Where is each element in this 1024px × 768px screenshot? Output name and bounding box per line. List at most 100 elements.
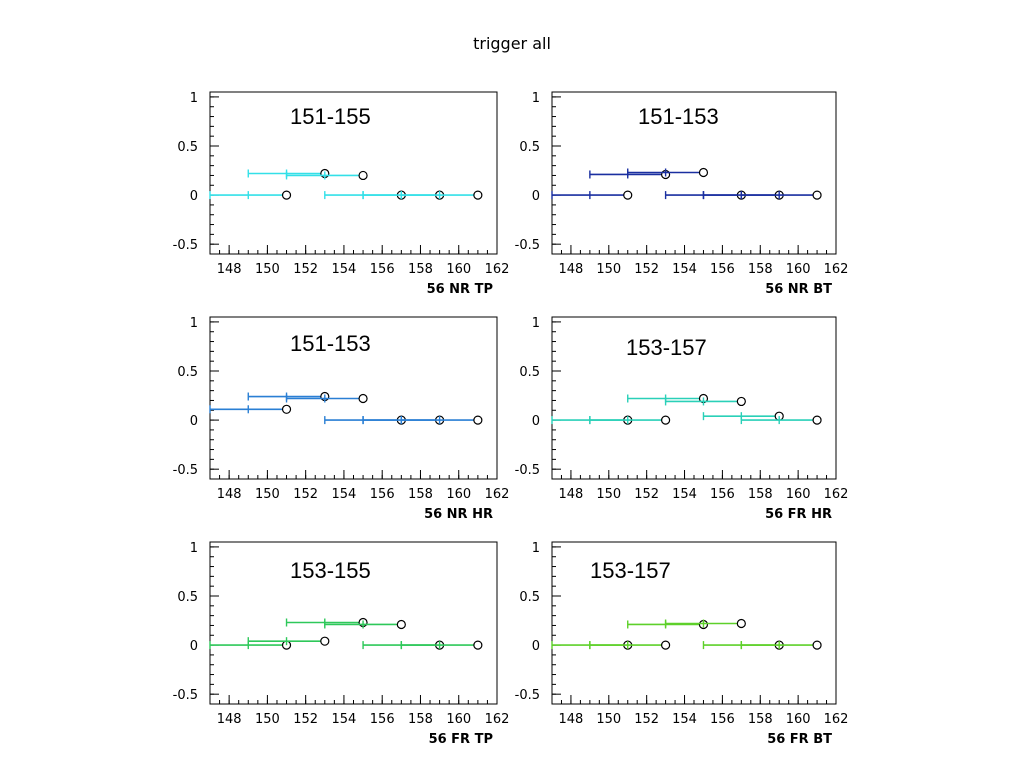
page-title: trigger all xyxy=(473,34,551,53)
data-point xyxy=(320,636,330,646)
x-tick-label: 154 xyxy=(332,262,357,277)
x-tick-label: 160 xyxy=(446,487,471,502)
x-tick-label: 160 xyxy=(446,712,471,727)
x-tick-label: 162 xyxy=(824,487,849,502)
y-tick-label: 0.5 xyxy=(177,140,198,155)
x-tick-label: 148 xyxy=(559,262,584,277)
x-tick-label: 150 xyxy=(255,262,280,277)
x-tick-label: 148 xyxy=(217,262,242,277)
y-tick-label: 0 xyxy=(532,189,540,204)
y-tick-label: 0.5 xyxy=(519,140,540,155)
x-tick-label: 160 xyxy=(786,712,811,727)
y-tick-label: -0.5 xyxy=(173,688,198,703)
x-tick-label: 150 xyxy=(596,712,621,727)
x-tick-label: 150 xyxy=(596,262,621,277)
x-tick-label: 162 xyxy=(485,487,510,502)
x-axis-title: 56 NR HR xyxy=(424,507,493,522)
x-tick-label: 158 xyxy=(748,487,773,502)
x-tick-label: 150 xyxy=(596,487,621,502)
range-annotation: 153-155 xyxy=(290,558,371,583)
data-point xyxy=(396,619,406,630)
x-tick-label: 148 xyxy=(559,712,584,727)
x-tick-label: 162 xyxy=(485,712,510,727)
x-tick-label: 152 xyxy=(293,712,318,727)
y-tick-label: 0 xyxy=(190,189,198,204)
data-point xyxy=(736,396,746,407)
x-tick-label: 158 xyxy=(748,712,773,727)
data-point xyxy=(358,393,368,404)
x-tick-label: 152 xyxy=(634,487,659,502)
data-point xyxy=(698,167,709,178)
x-axis-title: 56 FR BT xyxy=(767,732,832,747)
data-point xyxy=(473,190,483,200)
y-tick-label: -0.5 xyxy=(173,463,198,478)
x-tick-label: 154 xyxy=(672,487,697,502)
range-annotation: 151-153 xyxy=(290,331,371,356)
x-tick-label: 158 xyxy=(408,712,433,727)
range-annotation: 151-153 xyxy=(638,104,719,129)
data-point xyxy=(812,415,822,425)
x-tick-label: 152 xyxy=(293,487,318,502)
y-tick-label: 0.5 xyxy=(519,365,540,380)
data-point xyxy=(473,640,483,650)
x-axis-title: 56 FR TP xyxy=(429,732,493,747)
range-annotation: 153-157 xyxy=(626,335,707,360)
x-tick-label: 148 xyxy=(217,712,242,727)
x-tick-label: 148 xyxy=(217,487,242,502)
y-tick-label: 1 xyxy=(532,541,540,556)
y-tick-label: 1 xyxy=(532,91,540,106)
x-tick-label: 150 xyxy=(255,712,280,727)
x-tick-label: 156 xyxy=(710,712,735,727)
x-tick-label: 158 xyxy=(748,262,773,277)
x-tick-label: 154 xyxy=(672,712,697,727)
x-tick-label: 162 xyxy=(485,262,510,277)
data-point xyxy=(812,640,822,650)
x-tick-label: 152 xyxy=(634,262,659,277)
x-tick-label: 160 xyxy=(786,487,811,502)
x-tick-label: 158 xyxy=(408,487,433,502)
y-tick-label: 0 xyxy=(532,639,540,654)
x-tick-label: 156 xyxy=(710,487,735,502)
x-tick-label: 152 xyxy=(634,712,659,727)
y-tick-label: -0.5 xyxy=(515,238,540,253)
y-tick-label: 0 xyxy=(532,414,540,429)
y-tick-label: 0.5 xyxy=(177,590,198,605)
y-tick-label: 0.5 xyxy=(177,365,198,380)
x-tick-label: 162 xyxy=(824,712,849,727)
x-tick-label: 156 xyxy=(370,262,395,277)
y-tick-label: 1 xyxy=(190,316,198,331)
y-tick-label: 1 xyxy=(190,541,198,556)
y-tick-label: -0.5 xyxy=(515,688,540,703)
y-tick-label: -0.5 xyxy=(515,463,540,478)
x-axis-title: 56 NR BT xyxy=(765,282,832,297)
data-point xyxy=(623,190,633,200)
x-tick-label: 160 xyxy=(446,262,471,277)
data-point xyxy=(812,190,822,200)
data-point xyxy=(660,415,671,425)
y-tick-label: 0 xyxy=(190,414,198,429)
x-tick-label: 154 xyxy=(332,487,357,502)
data-point xyxy=(660,640,671,650)
data-point xyxy=(281,404,292,414)
x-tick-label: 162 xyxy=(824,262,849,277)
range-annotation: 153-157 xyxy=(590,558,671,583)
y-tick-label: -0.5 xyxy=(173,238,198,253)
x-tick-label: 156 xyxy=(710,262,735,277)
x-tick-label: 156 xyxy=(370,487,395,502)
y-tick-label: 0 xyxy=(190,639,198,654)
y-tick-label: 1 xyxy=(532,316,540,331)
x-tick-label: 158 xyxy=(408,262,433,277)
x-axis-title: 56 FR HR xyxy=(765,507,832,522)
data-point xyxy=(736,618,746,629)
x-tick-label: 160 xyxy=(786,262,811,277)
data-point xyxy=(473,415,483,425)
data-point xyxy=(281,190,292,200)
range-annotation: 151-155 xyxy=(290,104,371,129)
x-tick-label: 150 xyxy=(255,487,280,502)
x-tick-label: 148 xyxy=(559,487,584,502)
x-tick-label: 154 xyxy=(672,262,697,277)
x-axis-title: 56 NR TP xyxy=(427,282,493,297)
y-tick-label: 1 xyxy=(190,91,198,106)
x-tick-label: 154 xyxy=(332,712,357,727)
